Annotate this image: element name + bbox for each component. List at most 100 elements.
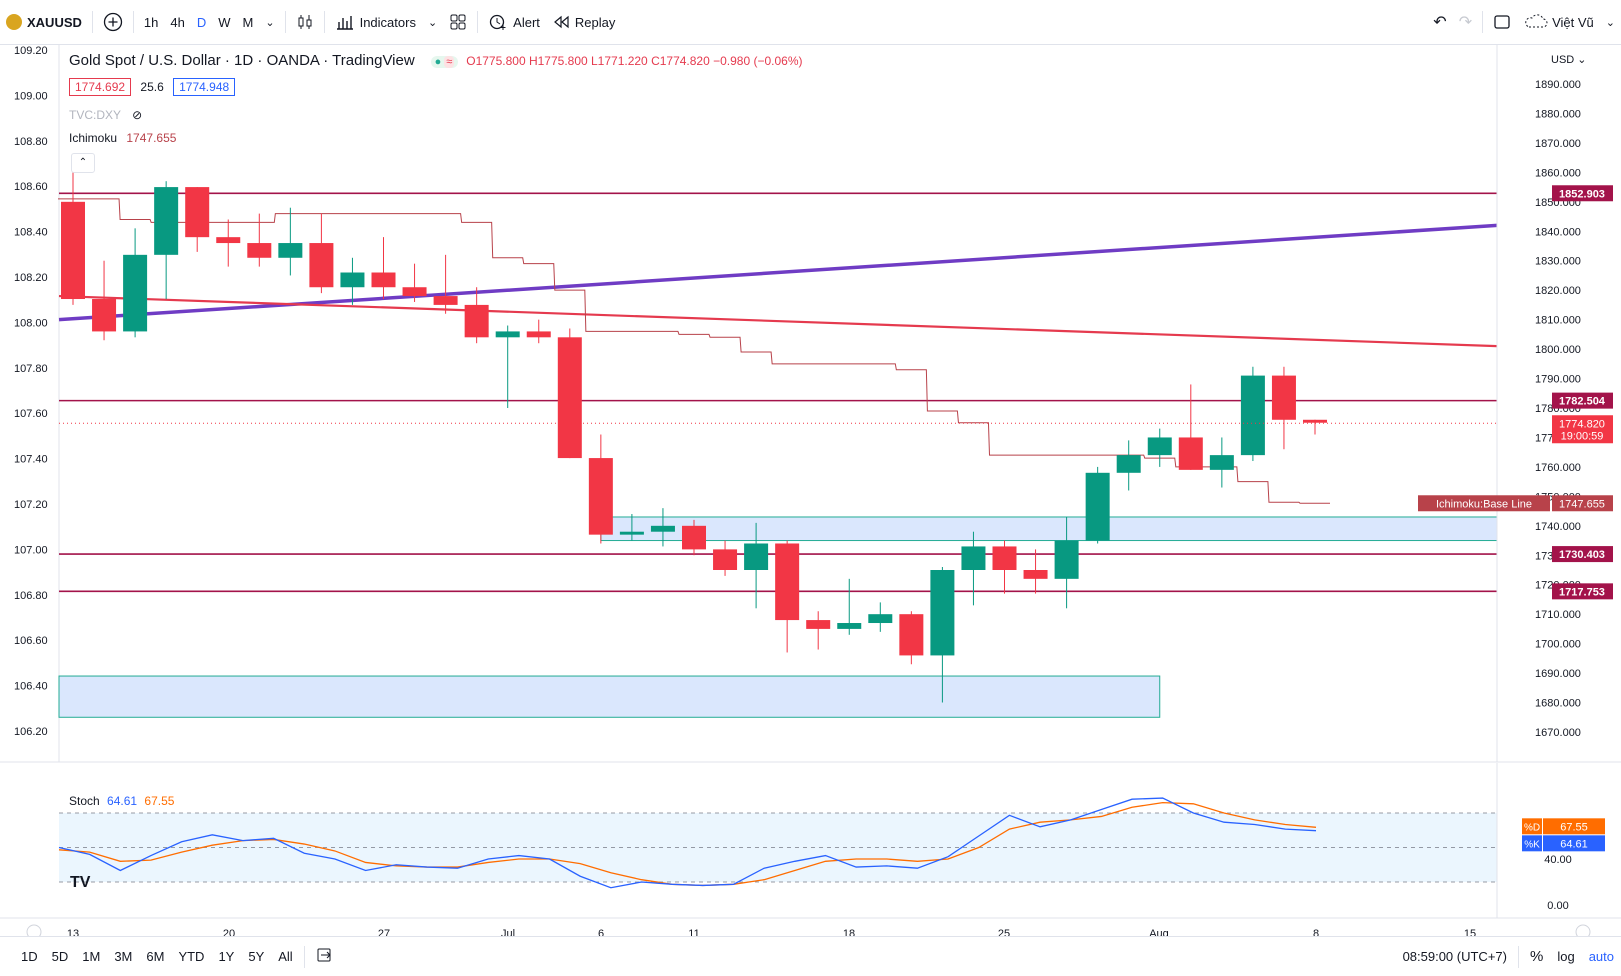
stoch-pane: 40.00 0.00 %D 67.55 %K 64.61	[0, 761, 1621, 918]
stoch-d-tag-label: %D	[1524, 822, 1540, 833]
range-5d[interactable]: 5D	[51, 949, 69, 964]
time-axis-tick: 20	[223, 928, 235, 936]
redo-icon: ↷	[1458, 14, 1473, 31]
clock-time[interactable]: 08:59:00 (UTC+7)	[1402, 949, 1507, 964]
auto-toggle[interactable]: auto	[1588, 949, 1614, 964]
last-price-tag[interactable]	[1552, 415, 1613, 444]
price-level-tag[interactable]	[1552, 392, 1613, 409]
candle-body	[992, 546, 1017, 570]
stoch-k-value: 64.61	[107, 794, 138, 808]
range-ytd[interactable]: YTD	[178, 949, 205, 964]
candles-icon	[298, 15, 312, 29]
auto-scale-icon[interactable]	[1575, 924, 1591, 940]
range-1m[interactable]: 1M	[82, 949, 101, 964]
range-all[interactable]: All	[278, 949, 293, 964]
add-symbol-button[interactable]	[97, 0, 129, 44]
interval-w[interactable]: W	[212, 0, 236, 44]
symbol-label: XAUUSD	[27, 14, 82, 30]
price-level-tag-label: 1782.504	[1559, 396, 1606, 408]
eye-crossed-icon[interactable]: ⊘	[132, 108, 143, 122]
goto-date-button[interactable]	[309, 947, 341, 966]
demand-zone[interactable]	[600, 516, 1498, 542]
rising-trendline[interactable]	[58, 223, 1498, 322]
stoch-legend: Stoch 64.61 67.55	[69, 794, 174, 808]
divider	[284, 11, 286, 33]
falling-trendline[interactable]	[58, 294, 1498, 348]
plus-circle-icon	[103, 12, 123, 32]
collapse-legend-button[interactable]: ⌃	[71, 153, 95, 173]
bid-price[interactable]: 1774.692	[69, 78, 132, 96]
price-level-tag[interactable]	[1552, 185, 1613, 202]
base-line-name-label: Ichimoku:Base Line	[1436, 498, 1532, 510]
base-line-name-tag	[1418, 495, 1550, 512]
candle-body	[216, 237, 241, 244]
interval-4h[interactable]: 4h	[164, 0, 190, 44]
zoom-reset-icon[interactable]	[26, 924, 42, 940]
interval-4h-label: 4h	[170, 14, 185, 30]
user-menu[interactable]: Việt Vũ	[1517, 0, 1600, 44]
right-axis-tick: 1670.000	[1535, 727, 1581, 739]
range-1d[interactable]: 1D	[21, 949, 38, 964]
candle-body	[837, 623, 862, 629]
indicators-dropdown[interactable]: ⌄	[422, 0, 443, 44]
right-axis-tick: 1890.000	[1535, 79, 1581, 91]
tradingview-logo[interactable]: TV	[70, 874, 91, 891]
right-axis[interactable]: 1890.0001880.0001870.0001860.0001850.000…	[1418, 45, 1621, 762]
candle-body	[899, 614, 924, 656]
interval-d[interactable]: D	[191, 0, 212, 44]
time-axis-tick: 27	[378, 928, 390, 936]
candle-body	[806, 620, 831, 629]
right-axis-tick: 1810.000	[1535, 315, 1581, 327]
candle-body	[961, 546, 986, 570]
grid-icon	[450, 14, 466, 30]
undo-button[interactable]: ↶	[1427, 0, 1452, 44]
user-dropdown[interactable]: ⌄	[1600, 0, 1621, 44]
trendlines[interactable]	[58, 223, 1498, 348]
range-1y[interactable]: 1Y	[218, 949, 235, 964]
time-axis[interactable]: 13 20 27 Jul 6 11 18 25 Aug 8 15	[0, 917, 1621, 940]
user-label: Việt Vũ	[1552, 14, 1594, 30]
left-axis-tick: 106.80	[14, 590, 48, 602]
left-axis-tick: 108.80	[14, 136, 48, 148]
divider	[1517, 945, 1519, 968]
ask-price[interactable]: 1774.948	[173, 78, 236, 96]
demand-zone[interactable]	[58, 675, 1161, 718]
candle-body	[557, 337, 582, 459]
time-axis-tick: 13	[67, 928, 79, 936]
stoch-axis-tick: 40.00	[1544, 854, 1572, 866]
currency-selector[interactable]: USD ⌄	[1551, 53, 1587, 66]
indicators-label: Indicators	[359, 14, 416, 30]
chart-type-button[interactable]	[290, 0, 320, 44]
time-axis-tick: 8	[1313, 928, 1319, 936]
price-chart[interactable]: 109.20 109.00 108.80 108.60 108.40 108.20 108.…	[0, 45, 1621, 940]
interval-1h[interactable]: 1h	[138, 0, 164, 44]
candle-body	[930, 570, 955, 656]
left-axis-tick: 108.20	[14, 272, 48, 284]
price-level-tag[interactable]	[1552, 546, 1613, 563]
right-axis-tick: 1840.000	[1535, 226, 1581, 238]
replay-button[interactable]: Replay	[546, 0, 621, 44]
range-3m[interactable]: 3M	[114, 949, 133, 964]
candle-body	[371, 272, 396, 288]
range-5y[interactable]: 5Y	[248, 949, 265, 964]
log-toggle[interactable]: log	[1557, 949, 1575, 964]
bottom-toolbar: 1D 5D 1M 3M 6M YTD 1Y 5Y All 08:59:00 (U…	[0, 936, 1621, 976]
percent-toggle[interactable]: %	[1529, 948, 1544, 965]
base-line-value-tag	[1552, 495, 1613, 512]
interval-m[interactable]: M	[237, 0, 260, 44]
candle-body	[278, 243, 303, 258]
price-level-tag[interactable]	[1552, 583, 1613, 600]
replay-icon	[553, 15, 569, 29]
symbol-search[interactable]: XAUUSD	[0, 0, 88, 44]
stoch-k-tag	[1522, 835, 1542, 852]
chart-area[interactable]: 109.20 109.00 108.80 108.60 108.40 108.20 108.…	[0, 45, 1621, 941]
interval-dropdown[interactable]: ⌄	[259, 0, 280, 44]
chevron-down-icon: ⌄	[1577, 54, 1587, 66]
range-6m[interactable]: 6M	[146, 949, 165, 964]
alert-button[interactable]: Alert	[482, 0, 546, 44]
interval-d-label: D	[196, 14, 207, 30]
indicators-button[interactable]: Indicators	[329, 0, 422, 44]
layouts-button[interactable]	[443, 0, 473, 44]
redo-button[interactable]: ↷	[1453, 0, 1478, 44]
fullscreen-button[interactable]	[1487, 0, 1517, 44]
